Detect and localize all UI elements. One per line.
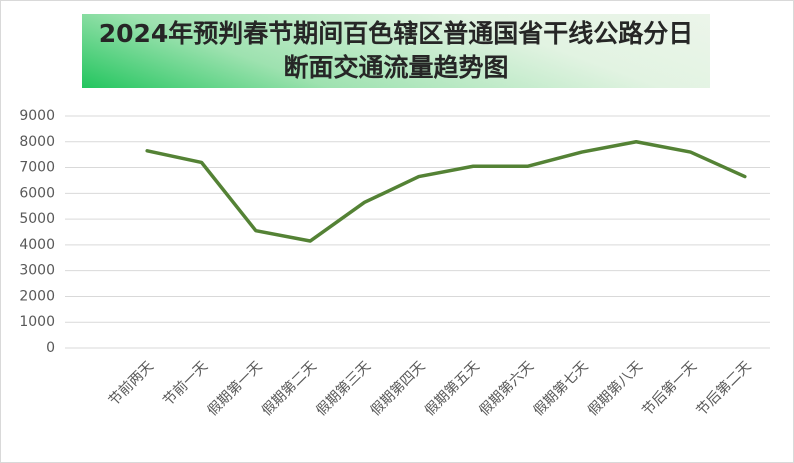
data-line (145, 140, 747, 243)
chart-title: 2024年预判春节期间百色辖区普通国省干线公路分日断面交通流量趋势图 (82, 14, 710, 88)
y-tick-label: 5000 (19, 211, 55, 227)
y-tick-label: 6000 (19, 185, 55, 201)
y-tick-label: 4000 (19, 237, 55, 253)
y-tick-label: 9000 (19, 108, 55, 124)
y-tick-label: 7000 (19, 160, 55, 176)
y-tick-label: 1000 (19, 314, 55, 330)
y-tick-label: 8000 (19, 134, 55, 150)
y-tick-label: 2000 (19, 288, 55, 304)
y-tick-label: 3000 (19, 263, 55, 279)
y-tick-label: 0 (46, 340, 55, 356)
